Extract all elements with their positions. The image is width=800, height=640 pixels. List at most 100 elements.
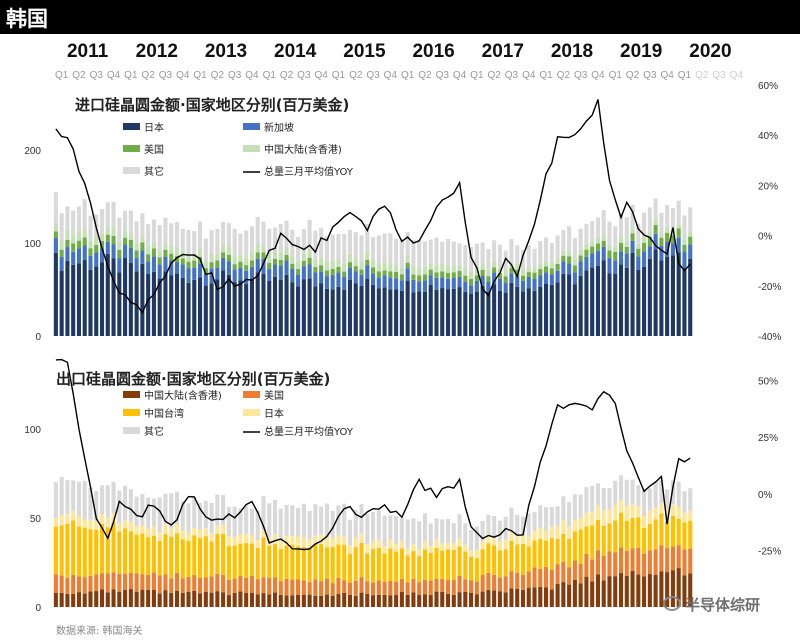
- bar-segment: [434, 237, 439, 265]
- bar-segment: [307, 278, 312, 336]
- bar-segment: [296, 261, 301, 270]
- bar-segment: [307, 594, 312, 607]
- bar-segment: [353, 595, 358, 607]
- bar-segment: [307, 538, 312, 548]
- bar-segment: [607, 551, 612, 577]
- legend-swatch: [123, 167, 140, 174]
- bar-segment: [538, 539, 543, 569]
- bar-segment: [76, 206, 81, 232]
- bar-segment: [203, 238, 208, 262]
- bar-segment: [653, 198, 658, 219]
- bar-segment: [572, 265, 577, 273]
- bar-segment: [244, 230, 249, 258]
- bar-segment: [359, 533, 364, 543]
- bar-segment: [347, 262, 353, 268]
- bar-segment: [497, 541, 502, 551]
- bar-segment: [186, 254, 191, 262]
- bar-segment: [388, 580, 393, 596]
- bar-segment: [630, 571, 635, 607]
- bar-segment: [151, 589, 156, 607]
- bar-segment: [88, 519, 93, 530]
- bar-segment: [590, 511, 595, 526]
- quarter-label: Q3: [90, 70, 104, 81]
- bar-segment: [653, 574, 658, 607]
- bar-segment: [140, 524, 145, 534]
- bar-segment: [76, 231, 81, 241]
- quarter-label: Q4: [660, 70, 674, 81]
- bar-segment: [174, 591, 180, 607]
- bar-segment: [445, 238, 451, 266]
- bar-segment: [515, 588, 520, 607]
- bar-segment: [486, 514, 491, 535]
- bar-segment: [670, 546, 675, 571]
- bar-segment: [203, 577, 208, 592]
- bar-segment: [134, 243, 139, 251]
- bar-segment: [659, 545, 664, 572]
- bar-segment: [319, 228, 324, 258]
- bar-segment: [347, 594, 353, 607]
- bar-segment: [492, 516, 497, 537]
- bar-segment: [567, 226, 572, 251]
- bar-segment: [584, 270, 589, 336]
- bar-segment: [151, 248, 156, 257]
- bar-segment: [590, 241, 595, 247]
- bar-segment: [76, 248, 81, 264]
- bar-segment: [451, 523, 456, 543]
- bar-segment: [53, 222, 58, 232]
- bar-segment: [538, 568, 543, 587]
- bar-segment: [278, 279, 283, 336]
- bar-segment: [561, 273, 566, 336]
- bar-segment: [290, 229, 295, 257]
- bar-segment: [480, 521, 485, 542]
- bar-segment: [595, 265, 600, 336]
- bar-segment: [88, 529, 93, 576]
- bar-segment: [88, 487, 93, 520]
- bar-segment: [601, 580, 606, 607]
- quarter-label: Q1: [332, 70, 346, 81]
- bar-segment: [682, 215, 687, 240]
- bar-segment: [613, 251, 618, 261]
- bar-segment: [457, 546, 462, 576]
- year-label: 2011: [67, 41, 109, 62]
- bar-segment: [676, 228, 681, 238]
- bar-segment: [105, 592, 110, 607]
- bar-segment: [532, 267, 537, 273]
- panel-title: 出口硅晶圆金额·国家地区分别(百万美金): [56, 370, 330, 388]
- bar-segment: [267, 268, 272, 281]
- bar-segment: [82, 237, 87, 246]
- bar-segment: [319, 595, 324, 607]
- quarter-label: Q2: [695, 70, 709, 81]
- bar-segment: [394, 271, 399, 279]
- bar-segment: [353, 232, 358, 258]
- bar-segment: [572, 560, 577, 580]
- bar-segment: [376, 580, 381, 595]
- bar-segment: [388, 271, 393, 278]
- bar-segment: [296, 286, 301, 336]
- bar-segment: [636, 269, 641, 336]
- bar-segment: [480, 269, 485, 276]
- bar-segment: [676, 481, 681, 508]
- bar-segment: [313, 230, 318, 260]
- bar-segment: [405, 555, 410, 583]
- bar-segment: [567, 263, 572, 275]
- bar-segment: [486, 589, 491, 607]
- bar-segment: [636, 574, 641, 607]
- bar-segment: [578, 517, 583, 530]
- bar-segment: [128, 531, 133, 573]
- bar-segment: [65, 260, 70, 336]
- bar-segment: [607, 250, 612, 258]
- bar-segment: [319, 544, 324, 582]
- bar-segment: [688, 258, 693, 336]
- bar-segment: [238, 280, 243, 336]
- bar-segment: [428, 580, 433, 595]
- bar-segment: [88, 269, 93, 336]
- bar-segment: [157, 257, 162, 265]
- bar-segment: [411, 292, 416, 336]
- bar-segment: [324, 288, 329, 336]
- bar-segment: [382, 594, 387, 607]
- bar-segment: [474, 526, 479, 551]
- bar-segment: [647, 550, 652, 575]
- bar-segment: [382, 546, 387, 554]
- bar-segment: [249, 592, 254, 607]
- bar-segment: [607, 488, 612, 510]
